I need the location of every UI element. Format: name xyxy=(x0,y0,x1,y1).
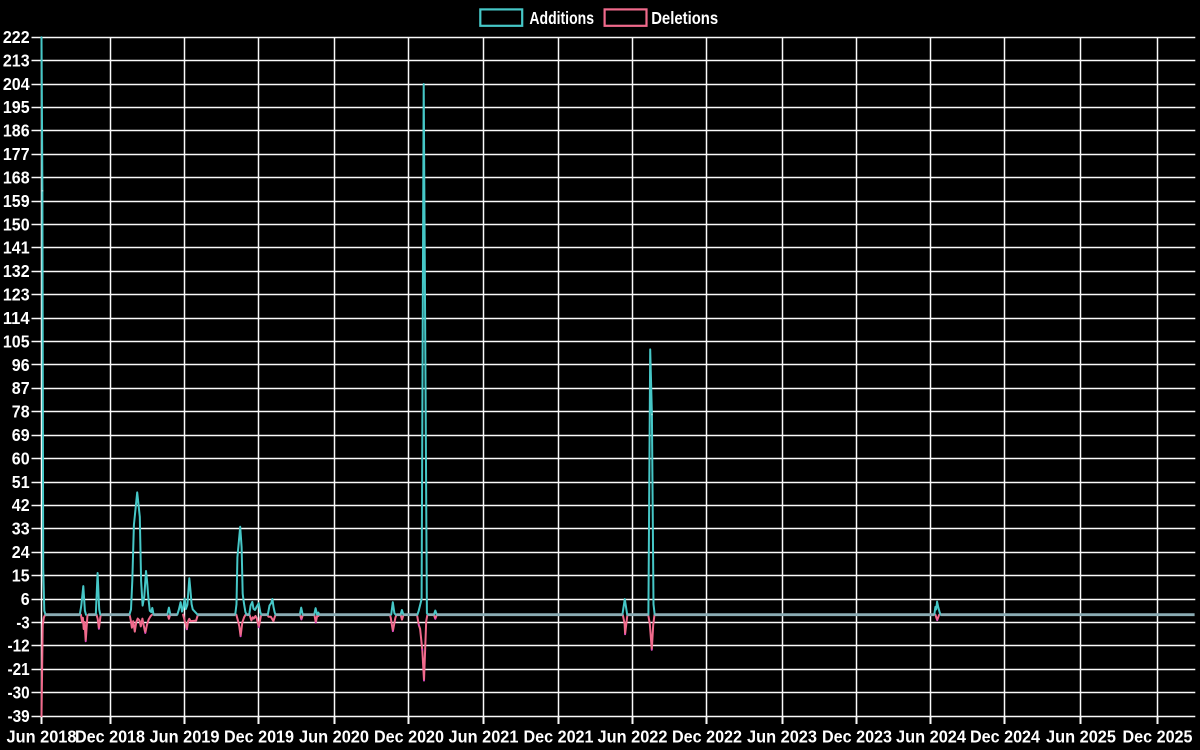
svg-text:Jun 2020: Jun 2020 xyxy=(299,727,369,747)
svg-text:51: 51 xyxy=(12,472,30,492)
svg-text:Dec 2022: Dec 2022 xyxy=(672,727,742,747)
svg-text:87: 87 xyxy=(12,378,30,398)
svg-text:Dec 2024: Dec 2024 xyxy=(970,727,1040,747)
svg-text:6: 6 xyxy=(21,589,30,609)
svg-text:132: 132 xyxy=(3,261,30,281)
svg-text:Additions: Additions xyxy=(529,8,594,28)
svg-text:69: 69 xyxy=(12,425,30,445)
svg-text:-3: -3 xyxy=(16,612,29,632)
svg-text:60: 60 xyxy=(12,448,30,468)
svg-text:Jun 2023: Jun 2023 xyxy=(747,727,817,747)
svg-text:186: 186 xyxy=(3,121,30,141)
svg-text:33: 33 xyxy=(12,519,30,539)
svg-text:Jun 2018: Jun 2018 xyxy=(7,727,77,747)
svg-text:Jun 2019: Jun 2019 xyxy=(150,727,220,747)
svg-text:150: 150 xyxy=(3,214,30,234)
svg-text:Deletions: Deletions xyxy=(651,8,718,28)
svg-text:Dec 2021: Dec 2021 xyxy=(524,727,594,747)
svg-text:Jun 2024: Jun 2024 xyxy=(896,727,966,747)
svg-text:-12: -12 xyxy=(8,636,30,656)
svg-text:Jun 2022: Jun 2022 xyxy=(598,727,668,747)
svg-text:24: 24 xyxy=(12,542,30,562)
svg-text:222: 222 xyxy=(3,27,30,47)
svg-text:195: 195 xyxy=(3,97,30,117)
svg-text:213: 213 xyxy=(3,50,30,70)
svg-text:96: 96 xyxy=(12,355,30,375)
svg-text:Dec 2019: Dec 2019 xyxy=(224,727,294,747)
svg-text:Jun 2025: Jun 2025 xyxy=(1046,727,1116,747)
svg-text:-21: -21 xyxy=(8,659,30,679)
svg-text:15: 15 xyxy=(12,566,30,586)
svg-text:105: 105 xyxy=(3,331,30,351)
svg-text:114: 114 xyxy=(3,308,30,328)
svg-text:Dec 2023: Dec 2023 xyxy=(822,727,892,747)
svg-text:Jun 2021: Jun 2021 xyxy=(449,727,519,747)
svg-text:78: 78 xyxy=(12,402,30,422)
svg-text:123: 123 xyxy=(3,285,30,305)
svg-text:141: 141 xyxy=(3,238,30,258)
svg-text:177: 177 xyxy=(3,144,30,164)
svg-text:-39: -39 xyxy=(8,706,30,726)
svg-text:204: 204 xyxy=(3,74,30,94)
svg-text:Dec 2020: Dec 2020 xyxy=(374,727,444,747)
svg-text:Dec 2018: Dec 2018 xyxy=(75,727,145,747)
svg-text:42: 42 xyxy=(12,495,30,515)
svg-text:159: 159 xyxy=(3,191,30,211)
svg-text:Dec 2025: Dec 2025 xyxy=(1123,727,1193,747)
svg-text:-30: -30 xyxy=(8,683,30,703)
svg-text:168: 168 xyxy=(3,168,30,188)
